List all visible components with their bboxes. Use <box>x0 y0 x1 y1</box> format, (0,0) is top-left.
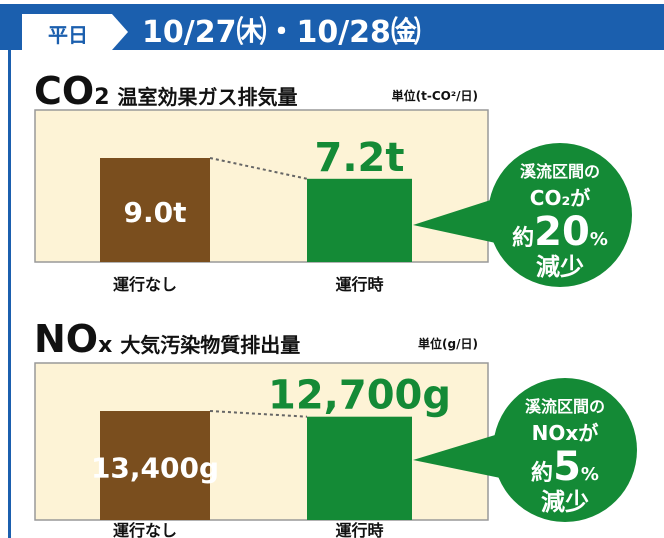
value-label: 12,700g <box>268 373 451 419</box>
header-tab-text: 平日 <box>48 23 88 47</box>
callout-pointer <box>413 197 505 245</box>
bar <box>100 158 210 262</box>
callout-line: NOxが <box>532 421 599 445</box>
unit-label: 単位(g/日) <box>418 336 478 351</box>
title-text: 温室効果ガス排気量 <box>118 85 298 109</box>
callout-line: CO₂が <box>530 186 590 210</box>
value-label: 7.2t <box>315 135 405 181</box>
category-label: 運行時 <box>335 521 383 538</box>
callout-circle <box>493 378 637 522</box>
connector <box>209 410 308 418</box>
bar <box>307 178 412 262</box>
chart-title: NOx 大気汚染物質排出量 <box>34 317 300 361</box>
callout-line: 溪流区間の <box>520 162 600 181</box>
bar <box>100 411 210 520</box>
category-label: 運行なし <box>113 521 177 538</box>
callout-percent: 約20% <box>512 209 608 255</box>
callout-pointer <box>413 432 510 480</box>
callout-unit: % <box>590 229 608 250</box>
title-sub: 2 <box>94 85 109 110</box>
callout-line: 減少 <box>541 488 589 516</box>
callout-circle <box>488 143 632 287</box>
header-dates: 10/27㈭・10/28㈮ <box>142 15 421 50</box>
callout-line: 減少 <box>536 253 584 281</box>
callout-prefix: 約 <box>512 225 534 251</box>
title-main: CO <box>34 69 94 113</box>
category-label: 運行時 <box>335 275 383 294</box>
title-sub: x <box>98 333 112 358</box>
connector <box>209 157 308 180</box>
chart-title: CO2 温室効果ガス排気量 <box>34 69 298 113</box>
callout-unit: % <box>581 464 599 485</box>
callout-percent: 約5% <box>531 444 599 490</box>
bar <box>307 416 412 520</box>
title-main: NO <box>34 317 98 361</box>
callout-prefix: 約 <box>531 460 553 486</box>
title-text: 大気汚染物質排出量 <box>120 333 300 357</box>
side-rule <box>8 50 11 538</box>
unit-label: 単位(t-CO²/日) <box>392 88 478 103</box>
category-label: 運行なし <box>113 275 177 294</box>
header-tab <box>22 14 128 50</box>
value-label: 9.0t <box>124 196 187 229</box>
callout-line: 溪流区間の <box>525 397 605 416</box>
callout-number: 5 <box>553 444 581 490</box>
callout-number: 20 <box>534 209 590 255</box>
value-label: 13,400g <box>91 452 219 485</box>
